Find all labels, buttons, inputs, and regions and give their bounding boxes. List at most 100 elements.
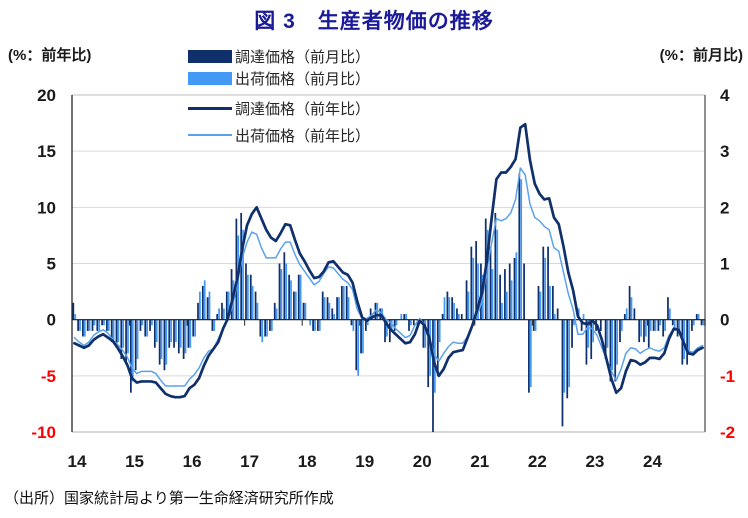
bar — [362, 319, 364, 354]
bar — [91, 319, 94, 331]
bar — [336, 297, 338, 320]
right-axis-unit-label: (%：前月比) — [659, 47, 743, 64]
axis-labels-x: 14 15 16 17 18 19 20 21 22 23 24 — [68, 452, 663, 471]
bar — [668, 308, 671, 320]
bar — [79, 319, 81, 331]
y-axis-label-left: -10 — [31, 423, 56, 442]
bar — [175, 319, 177, 343]
y-axis-label-left: 20 — [37, 86, 56, 105]
bar — [227, 291, 230, 320]
bar — [638, 319, 641, 343]
bar — [216, 314, 219, 320]
x-axis-year-label: 17 — [240, 452, 259, 471]
bar — [117, 319, 120, 343]
bar — [290, 280, 292, 320]
legend-item-procurement-mom: 調達価格（前月比） — [188, 46, 370, 66]
bar — [136, 319, 139, 359]
bar — [168, 319, 171, 348]
y-axis-label-right: -2 — [720, 423, 735, 442]
bar — [206, 297, 209, 320]
bar — [341, 285, 343, 320]
bar — [652, 319, 655, 331]
bar — [448, 297, 451, 320]
bar — [432, 319, 434, 432]
y-axis-label-right: 3 — [720, 142, 729, 161]
bar — [563, 319, 566, 393]
bar — [553, 314, 556, 320]
bar — [127, 319, 129, 354]
bar — [566, 319, 569, 399]
bar — [667, 297, 669, 320]
bar — [599, 319, 602, 331]
bar — [163, 319, 166, 371]
x-axis-year-label: 15 — [125, 452, 144, 471]
bar — [491, 269, 494, 320]
bar — [101, 319, 103, 326]
bar — [323, 297, 326, 320]
bar — [515, 252, 518, 320]
legend-item-shipment-yoy: 出荷価格（前年比） — [188, 125, 370, 145]
bar — [465, 280, 468, 320]
legend-swatch-bar-light-icon — [188, 71, 232, 85]
bar — [122, 319, 125, 348]
bar — [510, 280, 513, 320]
bar — [165, 319, 168, 365]
x-axis-year-label: 19 — [355, 452, 374, 471]
bar — [103, 319, 105, 326]
bar — [201, 285, 204, 320]
bar — [673, 319, 676, 331]
bar — [456, 308, 458, 320]
bar — [470, 246, 473, 320]
bar — [678, 319, 681, 331]
bar — [151, 319, 153, 326]
bar — [259, 319, 262, 337]
bar — [225, 291, 228, 320]
y-axis-label-left: 5 — [47, 255, 56, 274]
bar — [249, 274, 252, 320]
bar — [460, 314, 463, 320]
bar — [297, 274, 300, 320]
bar — [146, 319, 149, 337]
bar — [528, 319, 530, 393]
bar — [504, 269, 506, 320]
y-axis-label-left: -5 — [41, 367, 56, 386]
bar — [486, 229, 489, 320]
source-note: （出所）国家統計局より第一生命経済研究所作成 — [4, 490, 334, 507]
bar — [643, 319, 645, 343]
bar — [611, 319, 614, 371]
y-axis-label-left: 0 — [47, 311, 56, 330]
bar — [261, 319, 264, 343]
bar — [438, 319, 441, 343]
bar — [472, 257, 475, 320]
bar — [326, 297, 329, 320]
bar — [360, 319, 362, 354]
bar — [149, 319, 151, 331]
bar — [347, 297, 350, 320]
bar — [537, 285, 540, 320]
bar — [405, 314, 407, 320]
bar — [318, 319, 321, 331]
bar — [125, 319, 127, 365]
bar — [110, 319, 113, 343]
bar — [630, 297, 633, 320]
bar — [424, 319, 427, 348]
bar — [280, 269, 283, 320]
bar — [112, 319, 115, 343]
bar — [270, 319, 273, 331]
bar — [671, 319, 674, 326]
axis-labels-right: 4 3 2 1 0 -1 -2 — [720, 86, 735, 442]
bar — [587, 319, 590, 348]
bar — [580, 319, 583, 331]
bar — [499, 274, 501, 320]
bar — [505, 291, 508, 320]
bar — [662, 319, 665, 337]
bar — [467, 291, 470, 320]
bar — [106, 319, 108, 331]
bar — [475, 241, 478, 320]
bar — [395, 319, 398, 326]
bar — [477, 263, 479, 320]
bar — [700, 319, 703, 326]
bar — [443, 297, 446, 320]
bar — [508, 263, 511, 320]
bar — [242, 229, 244, 320]
